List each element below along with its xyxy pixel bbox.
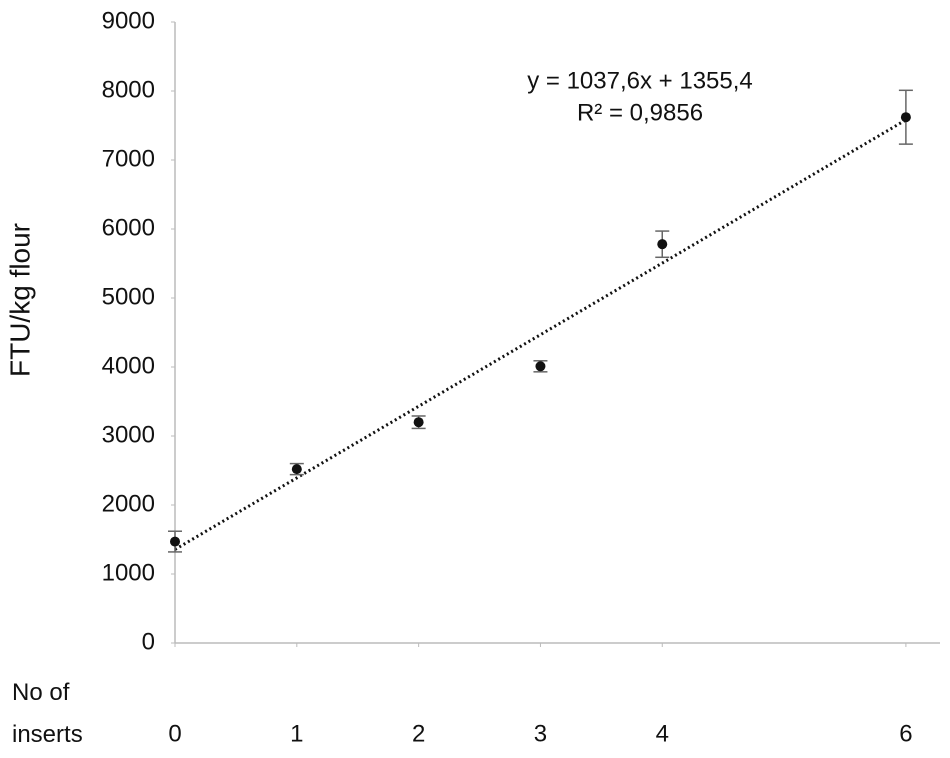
y-axis-label: FTU/kg flour [4,223,35,377]
y-tick-label: 7000 [102,145,155,172]
trendline-r-squared: R² = 0,9856 [577,99,703,126]
point [170,536,180,547]
trendline-equation: y = 1037,6x + 1355,4 [527,67,753,94]
x-tick-label: 1 [290,720,303,747]
y-tick-label: 9000 [102,7,155,34]
x-tick-label: 2 [412,720,425,747]
x-tick-label: 6 [899,720,912,747]
y-tick-label: 0 [142,628,155,655]
y-tick-label: 5000 [102,283,155,310]
y-tick-label: 4000 [102,352,155,379]
y-tick-label: 3000 [102,421,155,448]
x-tick-label: 4 [656,720,669,747]
point [657,239,668,250]
point [413,417,424,428]
x-tick-label: 3 [534,720,547,747]
y-tick-label: 8000 [102,76,155,103]
x-axis-label: No of inserts [12,679,83,748]
point [291,464,302,475]
y-tick-label: 1000 [102,559,155,586]
y-tick-label: 6000 [102,214,155,241]
trendline [174,118,907,551]
x-tick-label: 0 [168,720,181,747]
y-tick-label: 2000 [102,490,155,517]
point [900,112,911,123]
point [535,361,546,372]
